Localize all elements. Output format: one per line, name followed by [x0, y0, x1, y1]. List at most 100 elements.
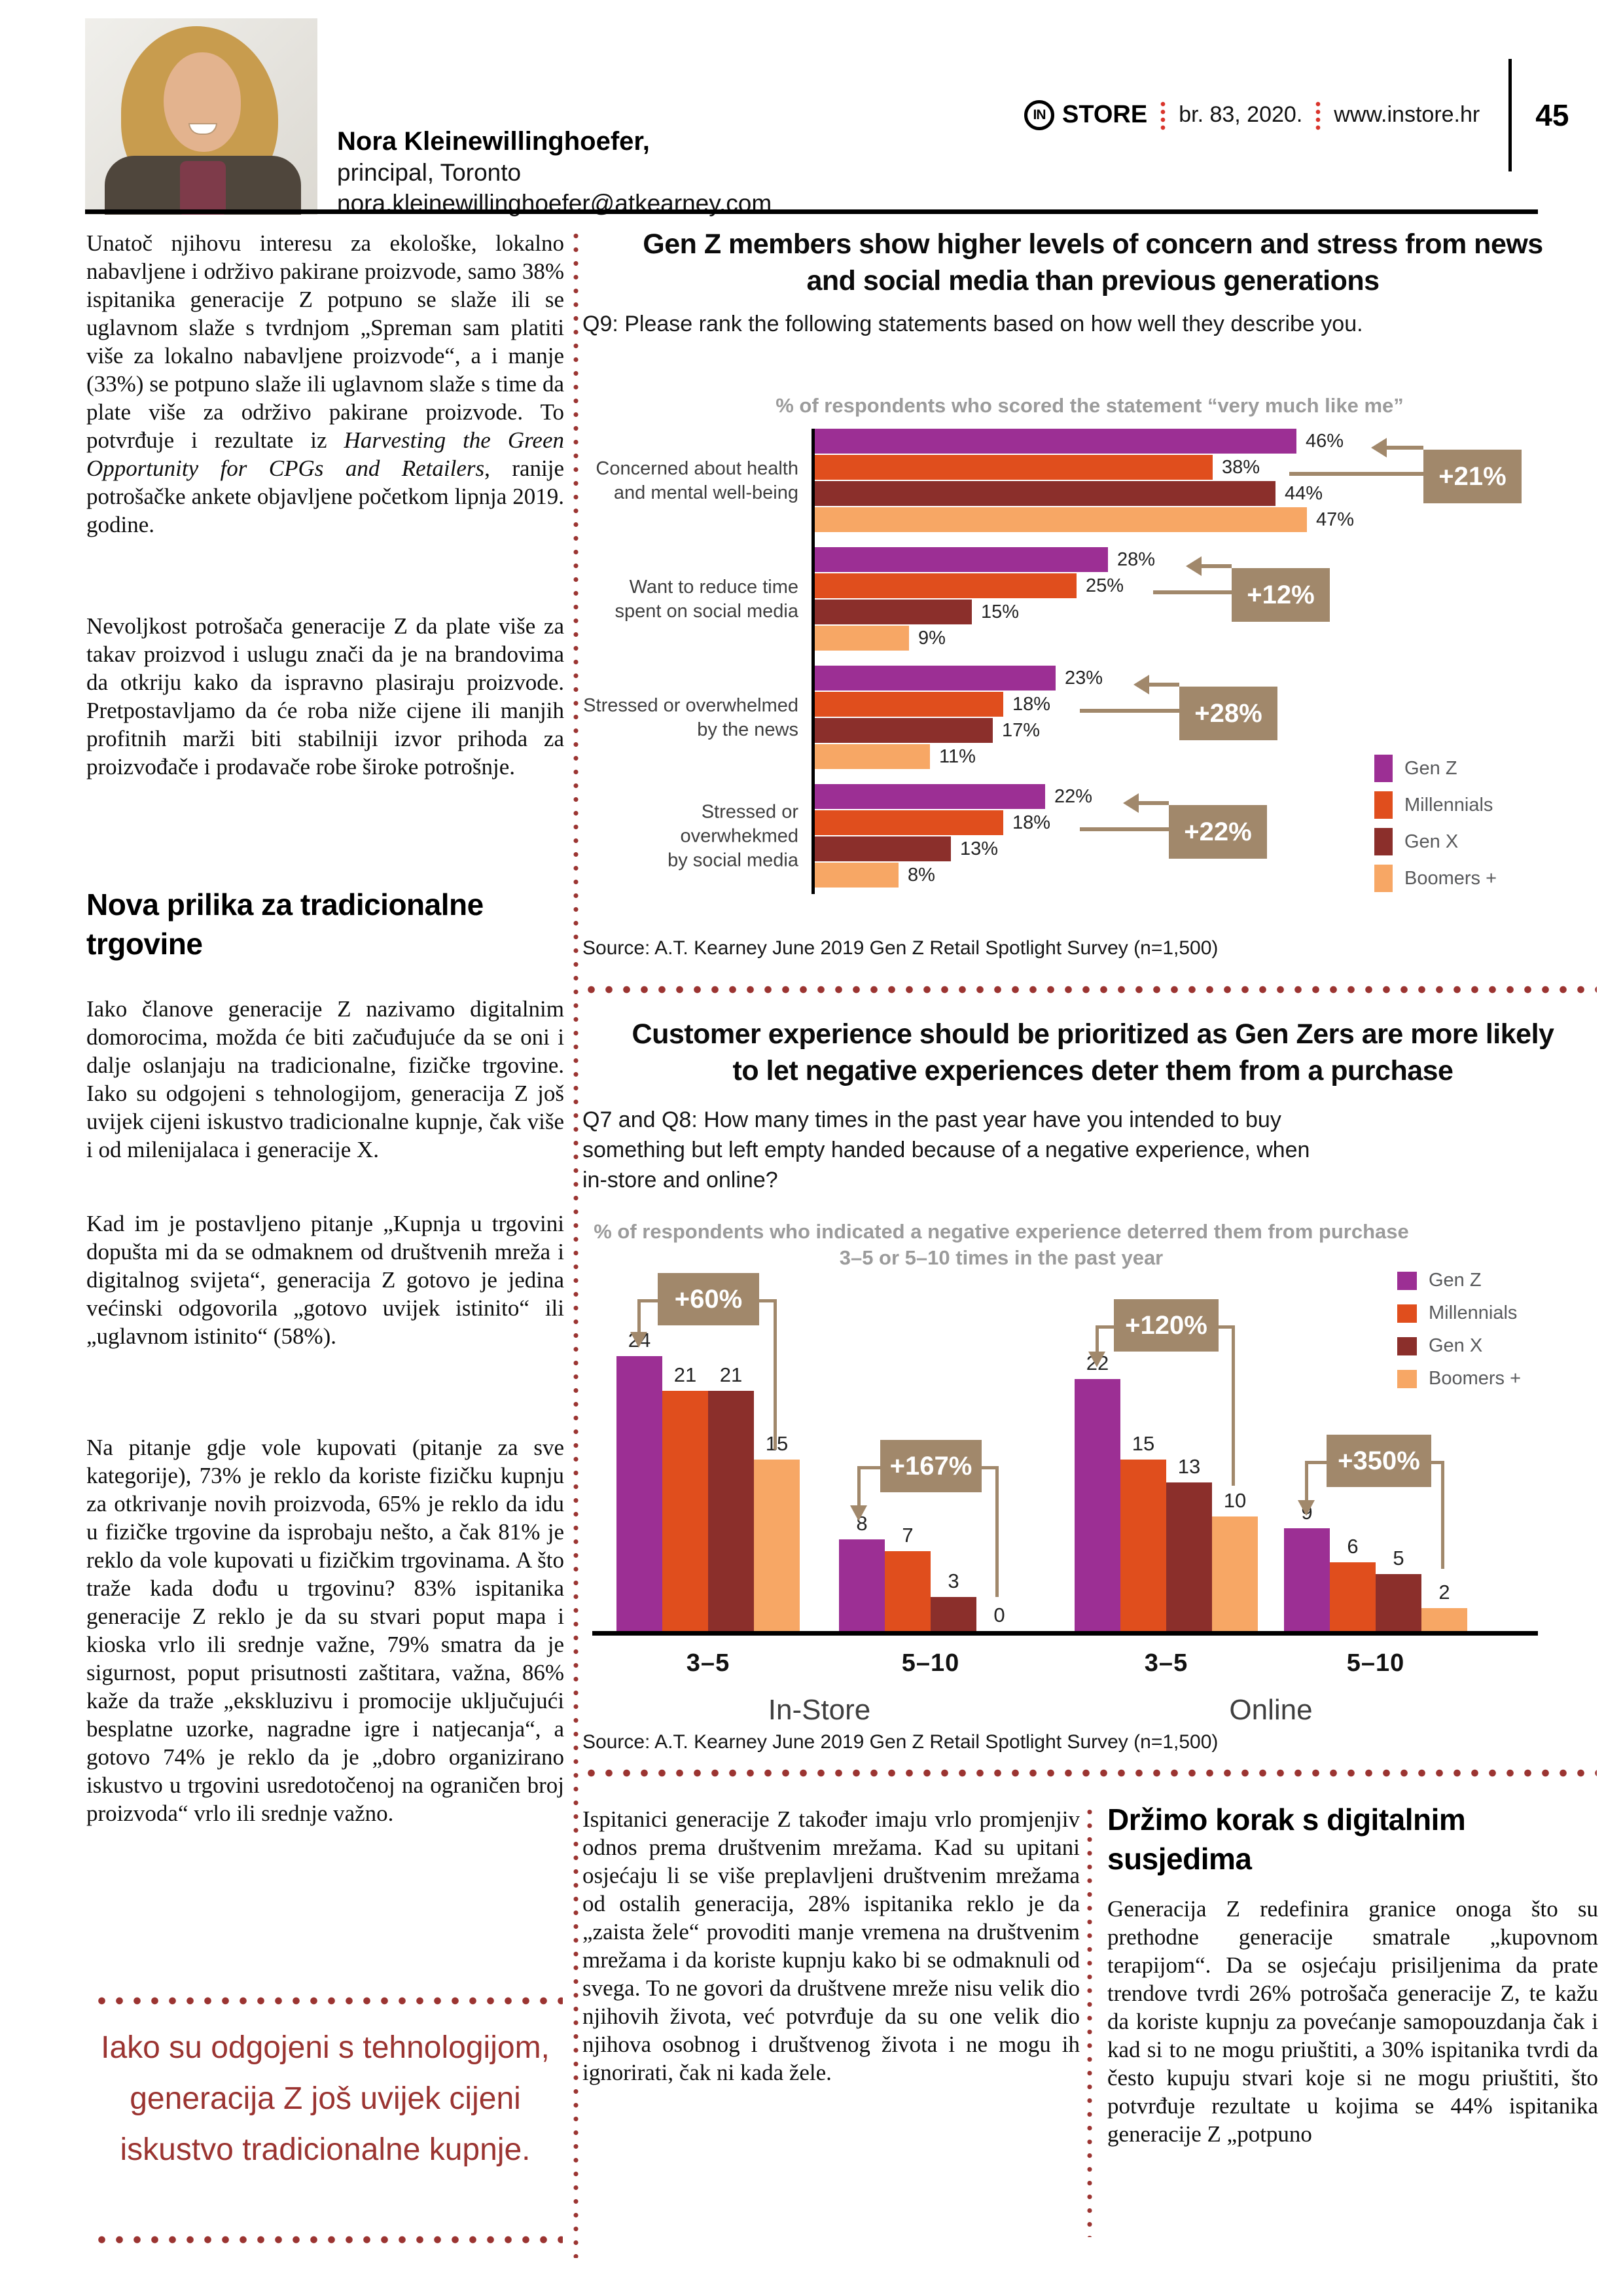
legend-item-genz: Gen Z [1397, 1270, 1521, 1291]
annotation-arrow-icon [1371, 438, 1387, 457]
chart1-subtitle: % of respondents who scored the statemen… [776, 394, 1404, 417]
legend-swatch [1397, 1304, 1417, 1323]
column-separator-dots [1086, 1805, 1093, 2237]
annotation-plus60: +60% [658, 1273, 759, 1325]
dotted-divider-icon [1315, 99, 1321, 130]
bar-boomers: 2 [1421, 1581, 1467, 1631]
bar-genx [815, 718, 993, 743]
bar-row: 13% [815, 836, 1597, 861]
bar-value: 22% [1054, 785, 1093, 807]
legend-swatch [1374, 828, 1393, 855]
section-heading-right: Držimo korak s digitalnim susjedima [1107, 1803, 1466, 1876]
bar-value: 28% [1117, 548, 1156, 570]
author-role: principal, Toronto [337, 159, 522, 186]
bar [1120, 1459, 1166, 1631]
category-line: Stressed or overwhelmed [583, 695, 798, 716]
chart1-question: Q9: Please rank the following statements… [582, 312, 1363, 336]
annotation-arrow-icon [1186, 556, 1202, 576]
bar-row: 15% [815, 600, 1597, 624]
legend-swatch [1374, 755, 1393, 782]
section-divider-dots [582, 985, 1597, 994]
bar-boomers [815, 507, 1307, 532]
chart2-question: Q7 and Q8: How many times in the past ye… [582, 1107, 1310, 1193]
legend-label: Gen Z [1404, 757, 1457, 779]
bar-value: 17% [1002, 719, 1041, 741]
bar-value: 21 [673, 1363, 697, 1386]
legend-label: Boomers + [1429, 1368, 1522, 1389]
bar-genz: 24 [616, 1329, 662, 1631]
chart1-legend: Gen Z Millennials Gen X Boomers + [1374, 755, 1497, 901]
bar-boomers [815, 863, 899, 888]
article-paragraph-3: Iako članove generacije Z nazivamo digit… [86, 996, 564, 1162]
page-number: 45 [1535, 98, 1569, 132]
paragraph-text: , ranije potrošačke ankete objavljene po… [86, 456, 564, 537]
bar-row: 11% [815, 744, 1597, 769]
annotation-line [1139, 801, 1169, 805]
bar-value: 0 [993, 1604, 1005, 1626]
legend-label: Gen X [1429, 1335, 1483, 1356]
annotation-line [1289, 472, 1423, 476]
chart2-source: Source: A.T. Kearney June 2019 Gen Z Ret… [582, 1731, 1219, 1753]
bar-value: 8% [908, 864, 935, 886]
bar-millennials: 21 [662, 1363, 708, 1631]
legend-swatch [1397, 1369, 1417, 1388]
chart2-x-axis [592, 1631, 1538, 1636]
legend-item-millennials: Millennials [1397, 1302, 1521, 1324]
chart2-xlabel-4: 5–10 [1346, 1649, 1405, 1677]
category-line: by social media [668, 850, 798, 871]
annotation-line [1441, 1461, 1444, 1569]
chart1-category-label: Concerned about health and mental well-b… [582, 457, 798, 505]
author-photo [85, 18, 317, 215]
chart2-section-online: Online [1229, 1694, 1313, 1726]
bar-row: 23% [815, 666, 1597, 691]
bar-genx: 5 [1376, 1547, 1421, 1631]
bar-boomers [815, 744, 930, 769]
dotted-divider-icon [1160, 99, 1166, 130]
bar-value: 6 [1347, 1535, 1359, 1558]
vertical-rule [1508, 58, 1512, 171]
photo-shirt [180, 161, 226, 215]
chart2-xlabel-3: 3–5 [1144, 1649, 1188, 1677]
bar-value: 46% [1306, 430, 1344, 452]
chart2-legend: Gen Z Millennials Gen X Boomers + [1397, 1270, 1521, 1401]
legend-item-genx: Gen X [1374, 828, 1497, 855]
chart1-group-1: Concerned about health and mental well-b… [582, 429, 1597, 533]
category-line: by the news [697, 719, 798, 740]
article-paragraph-2: Nevoljkost potrošača generacije Z da pla… [86, 613, 564, 780]
annotation-line [1202, 564, 1232, 568]
bar [708, 1390, 754, 1631]
chart2-title: Customer experience should be prioritize… [632, 1018, 1554, 1086]
annotation-plus28: +28% [1179, 687, 1277, 740]
bar-value: 13 [1177, 1454, 1201, 1478]
bar-boomers: 15 [754, 1432, 800, 1631]
legend-item-millennials: Millennials [1374, 791, 1497, 819]
bar-row: 47% [815, 507, 1597, 532]
bar [931, 1596, 976, 1631]
bar-row: 44% [815, 481, 1597, 506]
bar [1284, 1528, 1330, 1631]
bar-value: 15 [1132, 1431, 1155, 1455]
instore-logo-icon: IN [1024, 99, 1054, 130]
category-line: Want to reduce time [629, 577, 798, 598]
annotation-plus22: +22% [1169, 805, 1267, 859]
annotation-line [774, 1299, 777, 1450]
chart1-group-3: Stressed or overwhelmed by the news 23% … [582, 666, 1597, 770]
article-paragraph-1: Unatoč njihovu interesu za ekološke, lok… [86, 229, 564, 539]
chart1-source: Source: A.T. Kearney June 2019 Gen Z Ret… [582, 937, 1219, 959]
bar-millennials: 6 [1330, 1535, 1376, 1631]
pull-quote: Iako su odgojeni s tehnologijom, generac… [101, 2030, 550, 2167]
bar-value: 21 [719, 1363, 743, 1386]
bar-boomers: 0 [976, 1604, 1022, 1631]
bar-genz: 22 [1075, 1352, 1120, 1631]
legend-label: Boomers + [1404, 867, 1497, 889]
annotation-arrow-icon [1123, 793, 1139, 813]
bar-value: 2 [1438, 1581, 1450, 1604]
bar-millennials [815, 455, 1213, 480]
bar-genz [815, 429, 1296, 454]
bar-row: 8% [815, 863, 1597, 888]
bar-value: 9% [918, 627, 946, 649]
annotation-arrow-icon [1088, 1352, 1105, 1367]
pull-quote-bottom-dots [93, 2235, 563, 2244]
legend-swatch [1397, 1271, 1417, 1290]
